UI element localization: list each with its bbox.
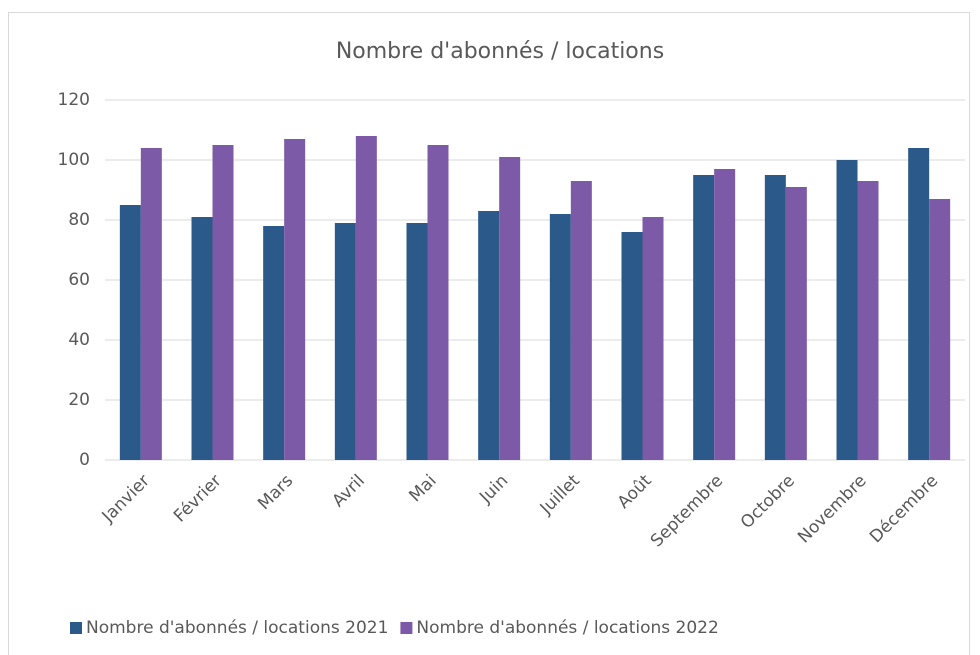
bar	[621, 232, 643, 460]
bar	[857, 181, 879, 460]
bar	[212, 145, 234, 460]
y-tick-label: 20	[68, 390, 90, 410]
bar	[642, 217, 664, 460]
bar	[119, 205, 141, 460]
bar	[549, 214, 571, 460]
bar	[570, 181, 592, 460]
chart-title: Nombre d'abonnés / locations	[336, 39, 664, 64]
bar	[499, 157, 521, 460]
bar	[764, 175, 786, 460]
legend-label: Nombre d'abonnés / locations 2021	[86, 618, 388, 638]
legend-label: Nombre d'abonnés / locations 2022	[416, 618, 718, 638]
bar	[427, 145, 449, 460]
bar	[263, 226, 285, 460]
y-tick-label: 0	[79, 450, 90, 470]
bar	[785, 187, 807, 460]
y-tick-label: 40	[68, 330, 90, 350]
y-tick-label: 120	[58, 90, 90, 110]
bar	[836, 160, 858, 460]
bar	[284, 139, 306, 460]
y-tick-label: 60	[68, 270, 90, 290]
bar	[908, 148, 930, 460]
bar	[334, 223, 356, 460]
bar	[140, 148, 162, 460]
bar	[929, 199, 951, 460]
legend-swatch	[70, 622, 82, 634]
y-tick-label: 100	[58, 150, 90, 170]
bar	[406, 223, 428, 460]
bar	[714, 169, 736, 460]
legend-swatch	[400, 622, 413, 634]
bar	[693, 175, 715, 460]
bar	[355, 136, 377, 460]
y-tick-label: 80	[68, 210, 90, 230]
bar	[478, 211, 500, 460]
bar	[191, 217, 213, 460]
